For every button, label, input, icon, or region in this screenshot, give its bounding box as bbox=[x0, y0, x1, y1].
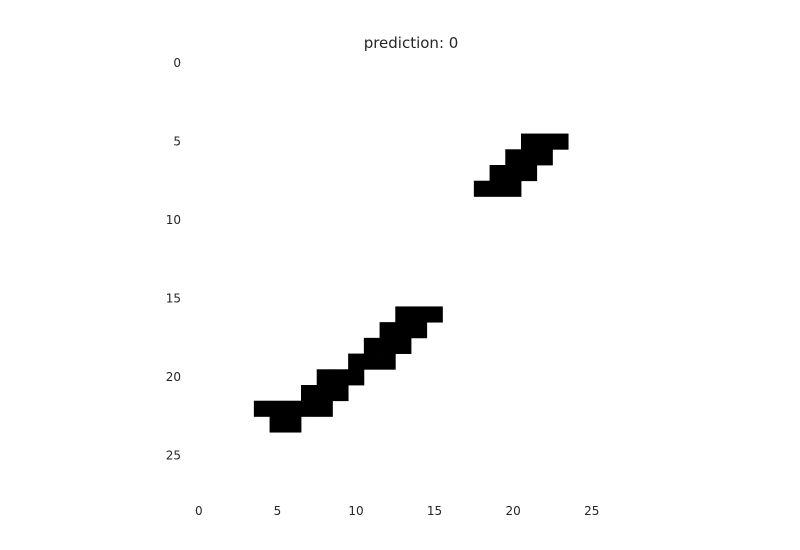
ink-pixel bbox=[316, 369, 333, 386]
ink-pixel bbox=[379, 353, 396, 370]
ink-pixel bbox=[332, 385, 349, 402]
ink-pixel bbox=[285, 400, 302, 417]
ink-pixel bbox=[411, 322, 428, 339]
ink-pixel bbox=[521, 133, 538, 150]
x-tick-label: 15 bbox=[427, 504, 442, 518]
ink-pixel bbox=[316, 385, 333, 402]
ink-pixel bbox=[253, 400, 270, 417]
ink-pixel bbox=[395, 306, 412, 323]
ink-pixel bbox=[379, 337, 396, 354]
ink-pixel bbox=[426, 306, 443, 323]
ink-pixel bbox=[332, 369, 349, 386]
ink-pixel bbox=[521, 165, 538, 182]
ink-pixel bbox=[348, 369, 365, 386]
ink-pixel bbox=[411, 306, 428, 323]
x-tick-label: 0 bbox=[195, 504, 203, 518]
ink-pixel bbox=[316, 400, 333, 417]
y-tick-label: 15 bbox=[166, 292, 181, 306]
y-tick-label: 0 bbox=[173, 56, 181, 70]
x-axis-ticks: 0 5 10 15 20 25 bbox=[195, 504, 599, 518]
ink-pixel bbox=[379, 322, 396, 339]
y-tick-label: 5 bbox=[173, 134, 181, 148]
ink-pixel bbox=[269, 400, 286, 417]
ink-pixel bbox=[505, 165, 522, 182]
y-tick-label: 10 bbox=[166, 213, 181, 227]
y-tick-label: 20 bbox=[166, 370, 181, 384]
ink-pixel bbox=[552, 133, 569, 150]
ink-pixel bbox=[489, 180, 506, 197]
ink-pixel bbox=[269, 416, 286, 433]
x-tick-label: 20 bbox=[506, 504, 521, 518]
ink-pixel bbox=[363, 353, 380, 370]
chart-title: prediction: 0 bbox=[364, 34, 459, 52]
ink-pixel bbox=[489, 165, 506, 182]
ink-pixel bbox=[505, 149, 522, 166]
ink-pixel bbox=[301, 400, 318, 417]
ink-pixel bbox=[536, 133, 553, 150]
ink-pixel bbox=[348, 353, 365, 370]
y-axis-ticks: 0 5 10 15 20 25 bbox=[166, 56, 181, 463]
ink-pixel bbox=[521, 149, 538, 166]
x-tick-label: 25 bbox=[584, 504, 599, 518]
x-tick-label: 5 bbox=[274, 504, 282, 518]
ink-pixel bbox=[505, 180, 522, 197]
image-pixels bbox=[253, 133, 569, 433]
ink-pixel bbox=[395, 337, 412, 354]
ink-pixel bbox=[363, 337, 380, 354]
ink-pixel bbox=[536, 149, 553, 166]
ink-pixel bbox=[473, 180, 490, 197]
ink-pixel bbox=[395, 322, 412, 339]
y-tick-label: 25 bbox=[166, 449, 181, 463]
ink-pixel bbox=[285, 416, 302, 433]
ink-pixel bbox=[301, 385, 318, 402]
x-tick-label: 10 bbox=[348, 504, 363, 518]
